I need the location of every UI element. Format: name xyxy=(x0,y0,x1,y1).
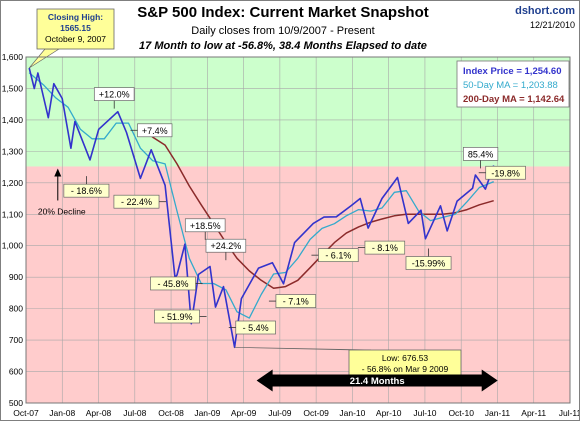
y-tick-label: 600 xyxy=(9,367,23,377)
callout-text: 1565.15 xyxy=(60,23,91,33)
x-tick-label: Jul-11 xyxy=(559,408,579,418)
annotation-label: +7.4% xyxy=(130,123,173,138)
chart-subtitle: Daily closes from 10/9/2007 - Present xyxy=(191,25,374,37)
legend-entry-200day-ma: 200-Day MA = 1,142.64 xyxy=(463,94,565,105)
annotation-label: +24.2% xyxy=(205,238,247,261)
annotation-text: - 18.6% xyxy=(71,186,102,196)
annotation-label: - 18.6% xyxy=(63,176,110,198)
x-tick-label: Jul-08 xyxy=(123,408,146,418)
x-tick-label: Apr-09 xyxy=(231,408,257,418)
annotation-label: 85.4% xyxy=(462,147,499,169)
x-tick-label: Oct-10 xyxy=(448,408,474,418)
callout-text: Closing High: xyxy=(48,12,103,22)
annotations: +12.0% +7.4% - 18.6% - 22.4% +18.5% +24.2% - 4… xyxy=(28,8,526,392)
span-arrow-shape xyxy=(256,369,498,392)
annotation-text: - 22.4% xyxy=(121,197,152,207)
y-tick-label: 500 xyxy=(9,398,23,408)
x-tick-label: Jul-09 xyxy=(268,408,291,418)
annotation-text: - 5.4% xyxy=(243,323,269,333)
annotation-text: +12.0% xyxy=(99,90,130,100)
annotation-text: +24.2% xyxy=(210,241,241,251)
annotation-text: - 8.1% xyxy=(372,243,398,253)
chart-title: S&P 500 Index: Current Market Snapshot xyxy=(137,4,428,21)
annotation-box xyxy=(154,309,200,324)
y-axis-ticks: 500 600 700 800 900 1,000 1,100 1,200 1,300 1,400… xyxy=(2,52,24,408)
x-tick-label: Oct-07 xyxy=(13,408,39,418)
legend-entry-50day-ma: 50-Day MA = 1,203.88 xyxy=(463,80,558,91)
plot-frame xyxy=(25,56,571,404)
x-tick-label: Jan-08 xyxy=(49,408,75,418)
x-tick-label: Oct-08 xyxy=(158,408,184,418)
x-axis-ticks: Oct-07 Jan-08 Apr-08 Jul-08 Oct-08 Jan-09 Apr-… xyxy=(13,408,580,418)
annotation-label: - 5.4% xyxy=(228,320,276,335)
y-tick-label: 700 xyxy=(9,335,23,345)
source-label: dshort.com xyxy=(515,5,575,17)
annotation-text: 85.4% xyxy=(468,149,494,159)
x-tick-label: Jan-10 xyxy=(339,408,365,418)
x-tick-label: Oct-09 xyxy=(303,408,329,418)
series-line-50-day-ma xyxy=(28,72,494,319)
annotation-text: - 51.9% xyxy=(161,312,192,322)
legend-entry-index-price: Index Price = 1,254.60 xyxy=(463,66,562,77)
annotation-label: - 8.1% xyxy=(357,240,406,255)
x-tick-label: Jan-11 xyxy=(485,408,511,418)
legend-box xyxy=(456,60,570,108)
callout-text: Low: 676.53 xyxy=(382,353,429,363)
y-tick-label: 900 xyxy=(9,272,23,282)
x-tick-label: Apr-08 xyxy=(86,408,112,418)
y-tick-label: 1,400 xyxy=(2,115,24,125)
y-tick-label: 1,300 xyxy=(2,146,24,156)
annotation-label: - 45.8% xyxy=(150,276,203,291)
annotation-text: -15.99% xyxy=(412,259,446,269)
background-bands xyxy=(26,57,570,403)
annotation-label: -15.99% xyxy=(405,248,452,270)
decline-arrow-head xyxy=(54,168,62,177)
annotation-text: - 45.8% xyxy=(158,279,189,289)
decline-marker: 20% Decline xyxy=(38,168,86,216)
annotation-label: - 7.1% xyxy=(268,294,317,308)
callout-box xyxy=(36,8,115,50)
y-tick-label: 1,000 xyxy=(2,241,24,251)
annotation-label: +18.5% xyxy=(184,218,226,240)
chart-subtitle-2: 17 Month to low at -56.8%, 38.4 Months E… xyxy=(139,40,427,52)
y-tick-label: 1,500 xyxy=(2,83,24,93)
annotation-label: - 22.4% xyxy=(113,194,167,209)
annotation-text: -19.8% xyxy=(491,168,520,178)
date-label: 12/21/2010 xyxy=(530,20,575,30)
annotation-box xyxy=(405,256,452,270)
callout-text: - 56.8% on Mar 9 2009 xyxy=(362,364,449,374)
annotation-text: - 7.1% xyxy=(283,297,309,307)
annotation-label: - 6.1% xyxy=(311,248,359,263)
months-span-arrow: 21.4 Months xyxy=(256,369,498,392)
annotation-text: +7.4% xyxy=(142,126,168,136)
y-tick-label: 800 xyxy=(9,304,23,314)
series-line-index-price xyxy=(28,67,495,349)
x-tick-label: Apr-11 xyxy=(521,408,546,418)
y-tick-label: 1,600 xyxy=(2,52,24,62)
annotation-label: +12.0% xyxy=(93,87,135,109)
span-arrow-label: 21.4 Months xyxy=(350,376,405,387)
decline-label: 20% Decline xyxy=(38,206,86,216)
annotation-text: +18.5% xyxy=(190,221,221,231)
annotation-label: - 51.9% xyxy=(154,309,207,324)
y-tick-label: 1,100 xyxy=(2,209,24,219)
series-line-200-day-ma xyxy=(141,128,494,289)
x-tick-label: Jan-09 xyxy=(194,408,220,418)
legend: Index Price = 1,254.60 50-Day MA = 1,203… xyxy=(456,60,570,108)
annotation-label: -19.8% xyxy=(478,165,526,180)
y-tick-label: 1,200 xyxy=(2,178,24,188)
callout-text: October 9, 2007 xyxy=(45,34,106,44)
x-tick-label: Apr-10 xyxy=(376,408,402,418)
x-tick-label: Jul-10 xyxy=(413,408,436,418)
annotation-text: - 6.1% xyxy=(325,251,351,261)
series-lines xyxy=(28,67,495,349)
